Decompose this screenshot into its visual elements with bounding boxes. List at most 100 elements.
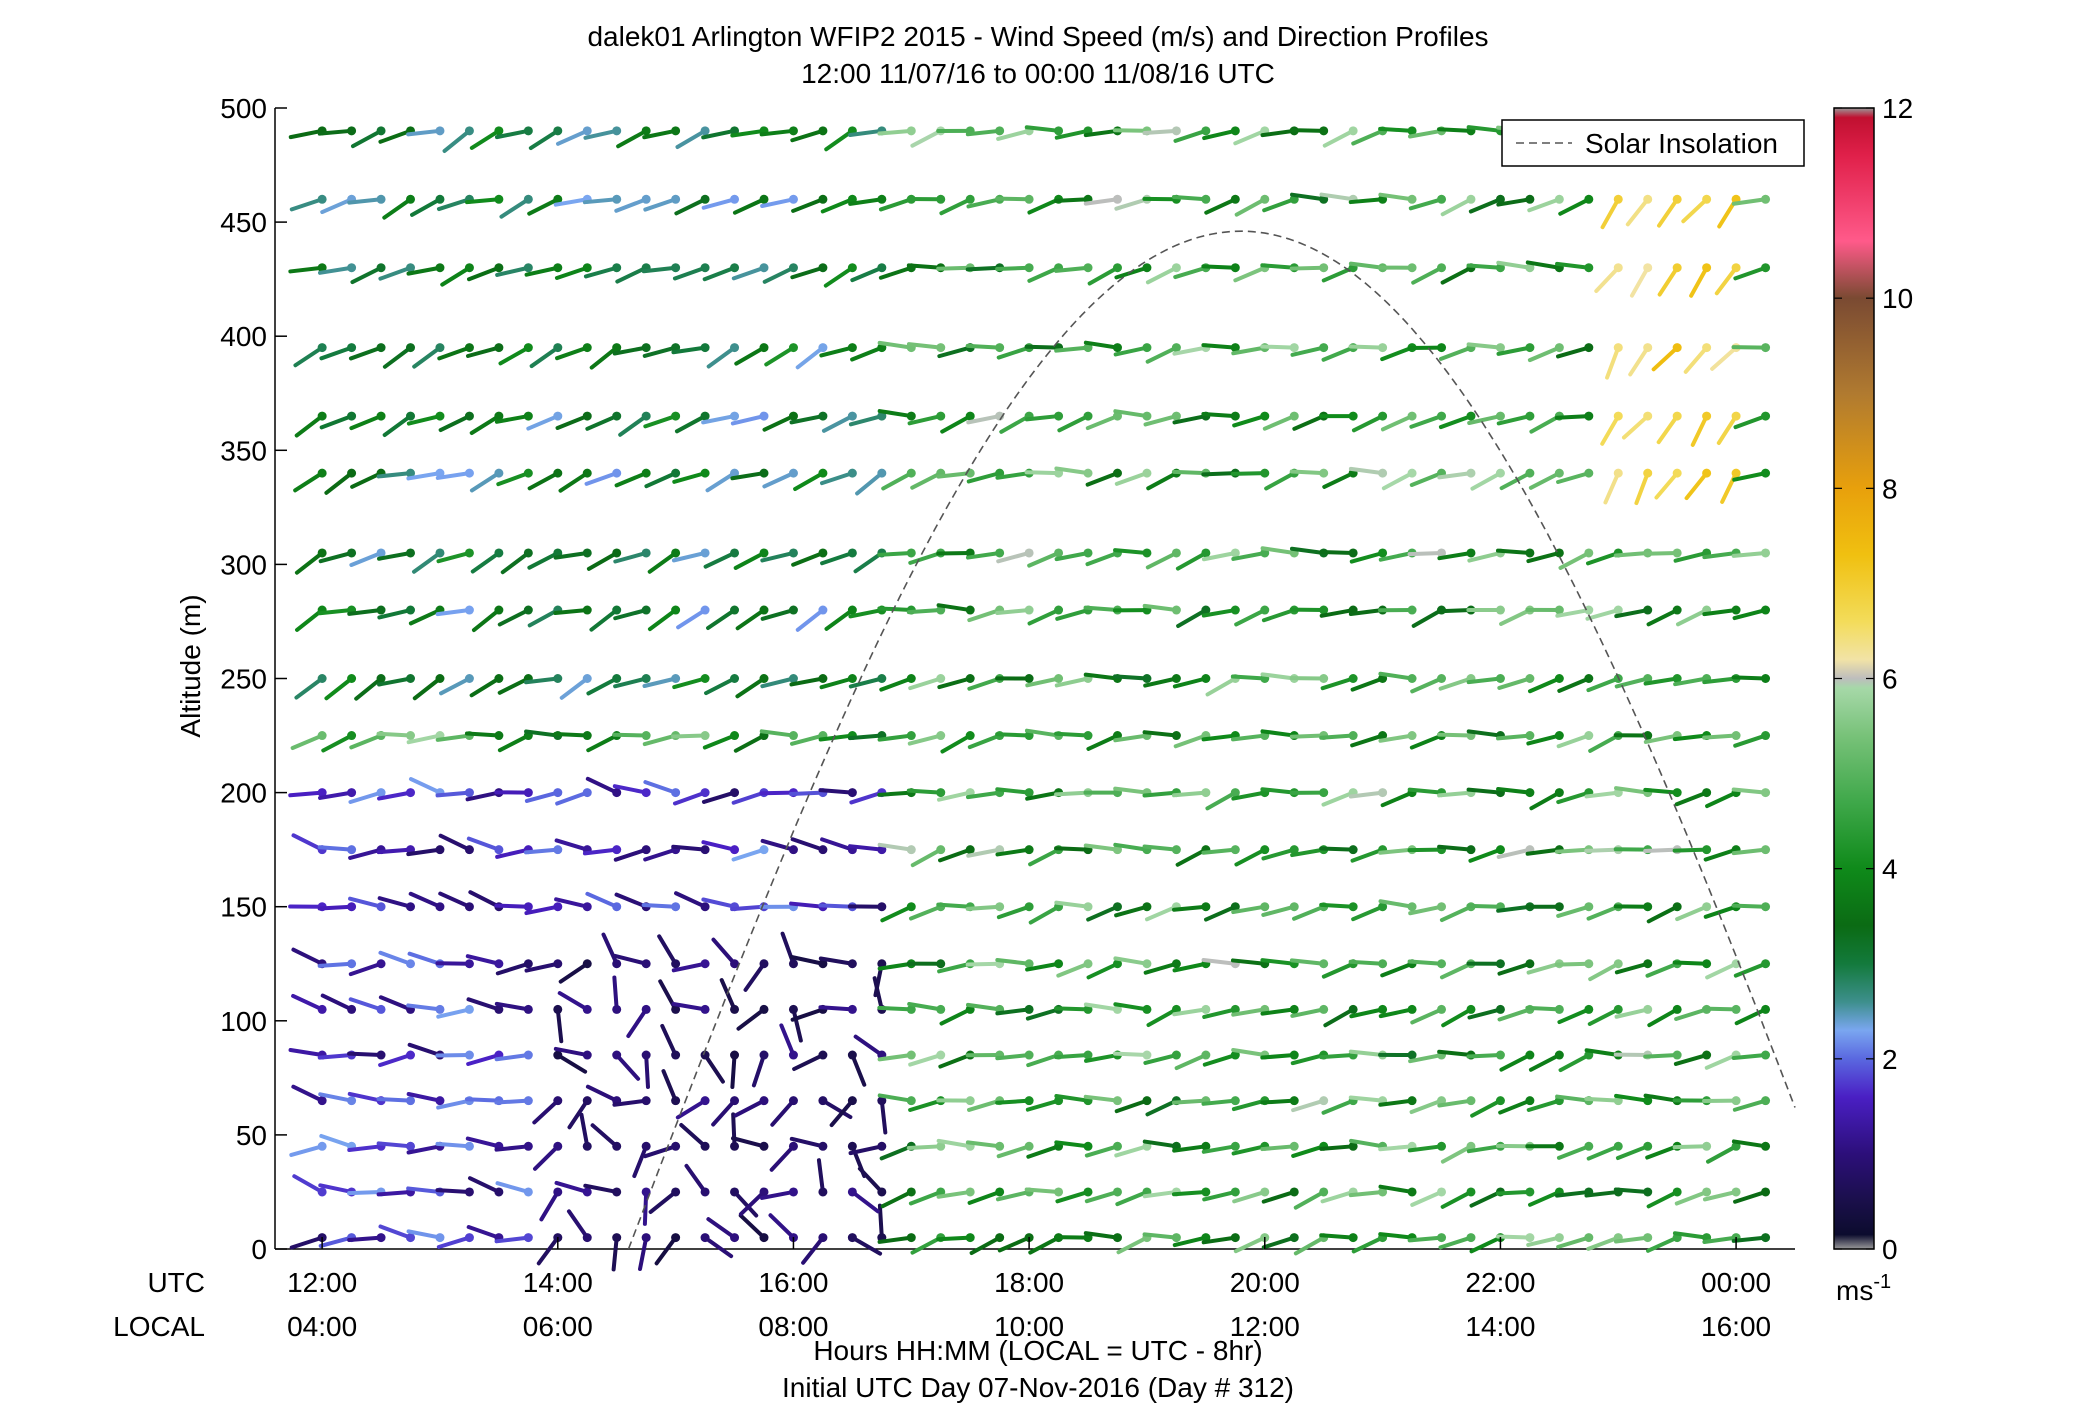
wind-barb-dot [523,411,533,421]
wind-barb-shaft [1584,1096,1621,1103]
wind-barb [1143,1050,1181,1065]
wind-barb [706,343,740,369]
wind-barb-shaft [1690,414,1709,447]
wind-barb-shaft [1113,674,1149,681]
wind-barb-shaft [910,471,943,490]
wind-barb-dot [553,1141,563,1151]
wind-barb-shaft [528,128,560,151]
wind-barb [1171,902,1211,912]
wind-barb-dot [671,468,681,478]
wind-barb-shaft [470,550,501,574]
wind-barb-shaft [1438,414,1473,430]
wind-barb-shaft [1556,345,1591,359]
wind-barb-dot [494,605,504,615]
wind-barb [877,1233,916,1244]
wind-barb-dot [1083,263,1093,273]
wind-barb-shaft [1261,847,1297,861]
wind-barb [349,548,386,567]
wind-barb [770,1096,798,1127]
wind-barb [1496,731,1535,741]
wind-barb-shaft [1674,1007,1709,1021]
wind-barb-dot [1613,263,1623,273]
wind-barb-shaft [317,845,354,852]
wind-barb-dot [523,959,533,969]
wind-barb-dot [435,1004,445,1014]
wind-barb-dot [1378,468,1388,478]
x-tick-label-utc: 16:00 [758,1267,828,1298]
wind-barb-shaft [558,961,590,984]
wind-barb-shaft [848,128,884,138]
wind-barb-shaft [524,961,560,973]
wind-barb [317,902,357,912]
wind-barb-shaft [644,471,678,489]
wind-barb [850,263,887,283]
wind-barb [465,954,504,969]
wind-barb-dot [1083,1050,1093,1060]
wind-barb-shaft [1605,345,1621,380]
wind-barb [1348,1187,1388,1198]
wind-barb-shaft [1174,1053,1208,1071]
wind-barb-dot [1407,674,1417,683]
wind-barb-dot [847,1187,857,1197]
wind-barb-dot [1171,674,1181,683]
wind-barb-shaft [881,471,914,491]
wind-barb-dot [1672,1187,1682,1197]
wind-barb [877,842,916,855]
wind-barb [1086,959,1122,980]
wind-barb-shaft [500,550,531,575]
wind-barb-dot [759,1096,769,1106]
wind-barb [553,548,592,560]
wind-barb-dot [818,1096,828,1106]
wind-barb [1407,1233,1447,1243]
wind-barb [1407,548,1447,558]
wind-barb-shaft [1410,1007,1444,1025]
wind-barb-shaft [1528,1053,1562,1072]
wind-barb-shaft [1348,1049,1385,1058]
wind-barb-shaft [906,342,943,350]
wind-barb [1556,731,1594,749]
wind-barb-dot [1495,343,1505,353]
wind-barb-shaft [1024,470,1061,476]
wind-barb-shaft [1113,842,1149,852]
wind-barb [1319,548,1358,558]
wind-barb-shaft [1027,608,1061,626]
wind-barb-dot [464,263,474,273]
wind-barb-dot [1437,343,1447,353]
wind-barb-shaft [848,1144,884,1156]
wind-barb-dot [582,731,592,741]
wind-barb-dot [847,1141,857,1151]
wind-barb-dot [317,1141,327,1151]
wind-barb-shaft [1083,843,1120,852]
wind-barb-shaft [497,733,531,753]
wind-barb [1643,787,1682,798]
wind-barb-shaft [847,733,884,741]
wind-barb-shaft [536,1235,560,1266]
wind-barb [1657,194,1682,228]
wind-barb-shaft [324,471,354,495]
wind-barb-dot [1613,605,1623,615]
wind-barb [760,194,798,208]
wind-barb-dot [1466,845,1476,855]
wind-barb-dot [1083,548,1093,558]
wind-barb-shaft [436,550,472,564]
wind-barb-dot [965,1187,975,1197]
wind-barb-shaft [555,1053,588,1074]
wind-barb [1114,1096,1152,1114]
colorbar-tick-label: 12 [1882,93,1913,124]
wind-barb [1290,1004,1329,1018]
wind-barb [702,731,740,750]
wind-barb-dot [435,343,445,353]
wind-barb [406,263,445,276]
wind-barb-dot [347,263,357,273]
wind-barb-shaft [1173,265,1208,280]
wind-barb-shaft [1171,790,1208,798]
wind-barb [469,468,504,493]
wind-barb-shaft [1409,733,1444,750]
wind-barb [1380,411,1417,432]
wind-barb [1027,605,1064,626]
wind-barb-shaft [743,961,766,992]
wind-barb-shaft [1378,899,1415,909]
wind-barb [611,1233,622,1272]
wind-barb-shaft [877,790,914,797]
wind-barb-dot [1407,1004,1417,1014]
